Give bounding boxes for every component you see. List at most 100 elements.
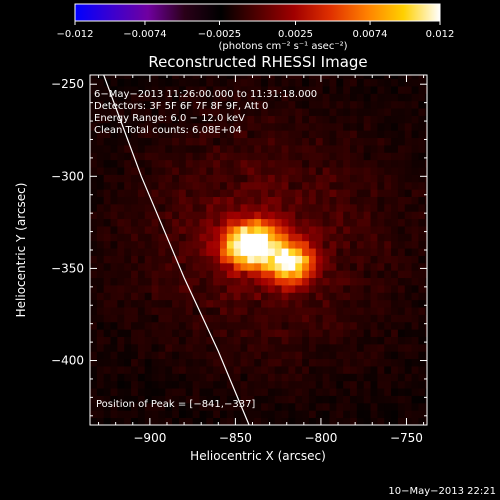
heatmap-cell xyxy=(185,336,194,345)
heatmap-cell xyxy=(220,292,228,301)
heatmap-cell xyxy=(343,248,351,256)
heatmap-cell xyxy=(425,203,427,212)
heatmap-cell xyxy=(274,226,282,234)
heatmap-cell xyxy=(418,248,426,256)
heatmap-cell xyxy=(220,130,228,139)
heatmap-cell xyxy=(343,137,351,146)
heatmap-cell xyxy=(172,351,180,360)
heatmap-cell xyxy=(240,86,248,94)
heatmap-cell xyxy=(199,167,207,175)
heatmap-cell xyxy=(206,314,214,323)
heatmap-cell xyxy=(370,78,378,87)
heatmap-cell xyxy=(350,93,358,102)
heatmap-cell xyxy=(213,373,221,382)
heatmap-cell xyxy=(247,299,255,308)
heatmap-cell xyxy=(288,226,296,234)
heatmap-cell xyxy=(233,417,241,425)
heatmap-cell xyxy=(185,240,194,249)
heatmap-cell xyxy=(288,270,296,279)
heatmap-cell xyxy=(226,351,235,360)
heatmap-cell xyxy=(247,174,255,183)
heatmap-cell xyxy=(144,211,152,220)
heatmap-cell xyxy=(206,307,214,315)
heatmap-cell xyxy=(117,203,125,212)
heatmap-cell xyxy=(425,152,427,161)
heatmap-cell xyxy=(404,93,413,102)
heatmap-cell xyxy=(90,86,98,94)
heatmap-cell xyxy=(261,218,269,227)
heatmap-cell xyxy=(103,321,111,330)
heatmap-cell xyxy=(329,373,337,382)
heatmap-cell xyxy=(397,395,406,404)
heatmap-cell xyxy=(350,137,358,146)
heatmap-cell xyxy=(247,373,255,382)
heatmap-cell xyxy=(192,285,200,293)
heatmap-cell xyxy=(336,145,344,153)
heatmap-cell xyxy=(391,321,399,330)
heatmap-cell xyxy=(199,226,207,234)
heatmap-cell xyxy=(336,380,344,389)
heatmap-cell xyxy=(151,93,159,102)
heatmap-cell xyxy=(103,108,111,116)
heatmap-cell xyxy=(192,152,200,161)
heatmap-cell xyxy=(288,380,296,389)
heatmap-cell xyxy=(281,388,289,396)
heatmap-cell xyxy=(274,329,282,337)
heatmap-cell xyxy=(302,108,310,116)
heatmap-cell xyxy=(226,86,235,94)
heatmap-cell xyxy=(137,373,146,382)
heatmap-cell xyxy=(261,78,269,87)
heatmap-cell xyxy=(350,395,358,404)
heatmap-cell xyxy=(350,122,358,131)
heatmap-cell xyxy=(370,351,378,360)
heatmap-cell xyxy=(165,329,173,337)
heatmap-cell xyxy=(172,366,180,374)
heatmap-cell xyxy=(370,314,378,323)
heatmap-cell xyxy=(158,240,166,249)
heatmap-cell xyxy=(103,203,111,212)
heatmap-cell xyxy=(274,343,282,352)
heatmap-cell xyxy=(350,299,358,308)
heatmap-cell xyxy=(137,351,146,360)
heatmap-cell xyxy=(151,321,159,330)
heatmap-cell xyxy=(151,307,159,315)
heatmap-cell xyxy=(96,100,105,109)
heatmap-cell xyxy=(220,145,228,153)
heatmap-cell xyxy=(370,211,378,220)
heatmap-cell xyxy=(233,255,241,264)
heatmap-cell xyxy=(267,218,276,227)
heatmap-cell xyxy=(96,167,105,175)
heatmap-cell xyxy=(411,307,419,315)
heatmap-cell xyxy=(206,100,214,109)
heatmap-cell xyxy=(288,130,296,139)
heatmap-cell xyxy=(137,203,146,212)
heatmap-cell xyxy=(261,292,269,301)
heatmap-cell xyxy=(261,145,269,153)
heatmap-cell xyxy=(350,196,358,205)
heatmap-cell xyxy=(144,358,152,367)
heatmap-cell xyxy=(254,86,262,94)
heatmap-cell xyxy=(103,329,111,337)
heatmap-cell xyxy=(391,75,399,80)
heatmap-cell xyxy=(336,351,344,360)
heatmap-cell xyxy=(90,115,98,124)
heatmap-cell xyxy=(425,137,427,146)
heatmap-cell xyxy=(377,152,385,161)
heatmap-cell xyxy=(411,255,419,264)
heatmap-cell xyxy=(391,262,399,271)
heatmap-cell xyxy=(370,115,378,124)
heatmap-cell xyxy=(418,108,426,116)
heatmap-cell xyxy=(247,262,255,271)
heatmap-cell xyxy=(165,410,173,419)
heatmap-cell xyxy=(308,196,317,205)
heatmap-cell xyxy=(131,336,139,345)
heatmap-cell xyxy=(103,388,111,396)
heatmap-cell xyxy=(261,100,269,109)
heatmap-cell xyxy=(103,248,111,256)
heatmap-cell xyxy=(117,299,125,308)
heatmap-cell xyxy=(377,130,385,139)
heatmap-cell xyxy=(411,145,419,153)
heatmap-cell xyxy=(261,203,269,212)
heatmap-cell xyxy=(425,167,427,175)
heatmap-cell xyxy=(329,299,337,308)
